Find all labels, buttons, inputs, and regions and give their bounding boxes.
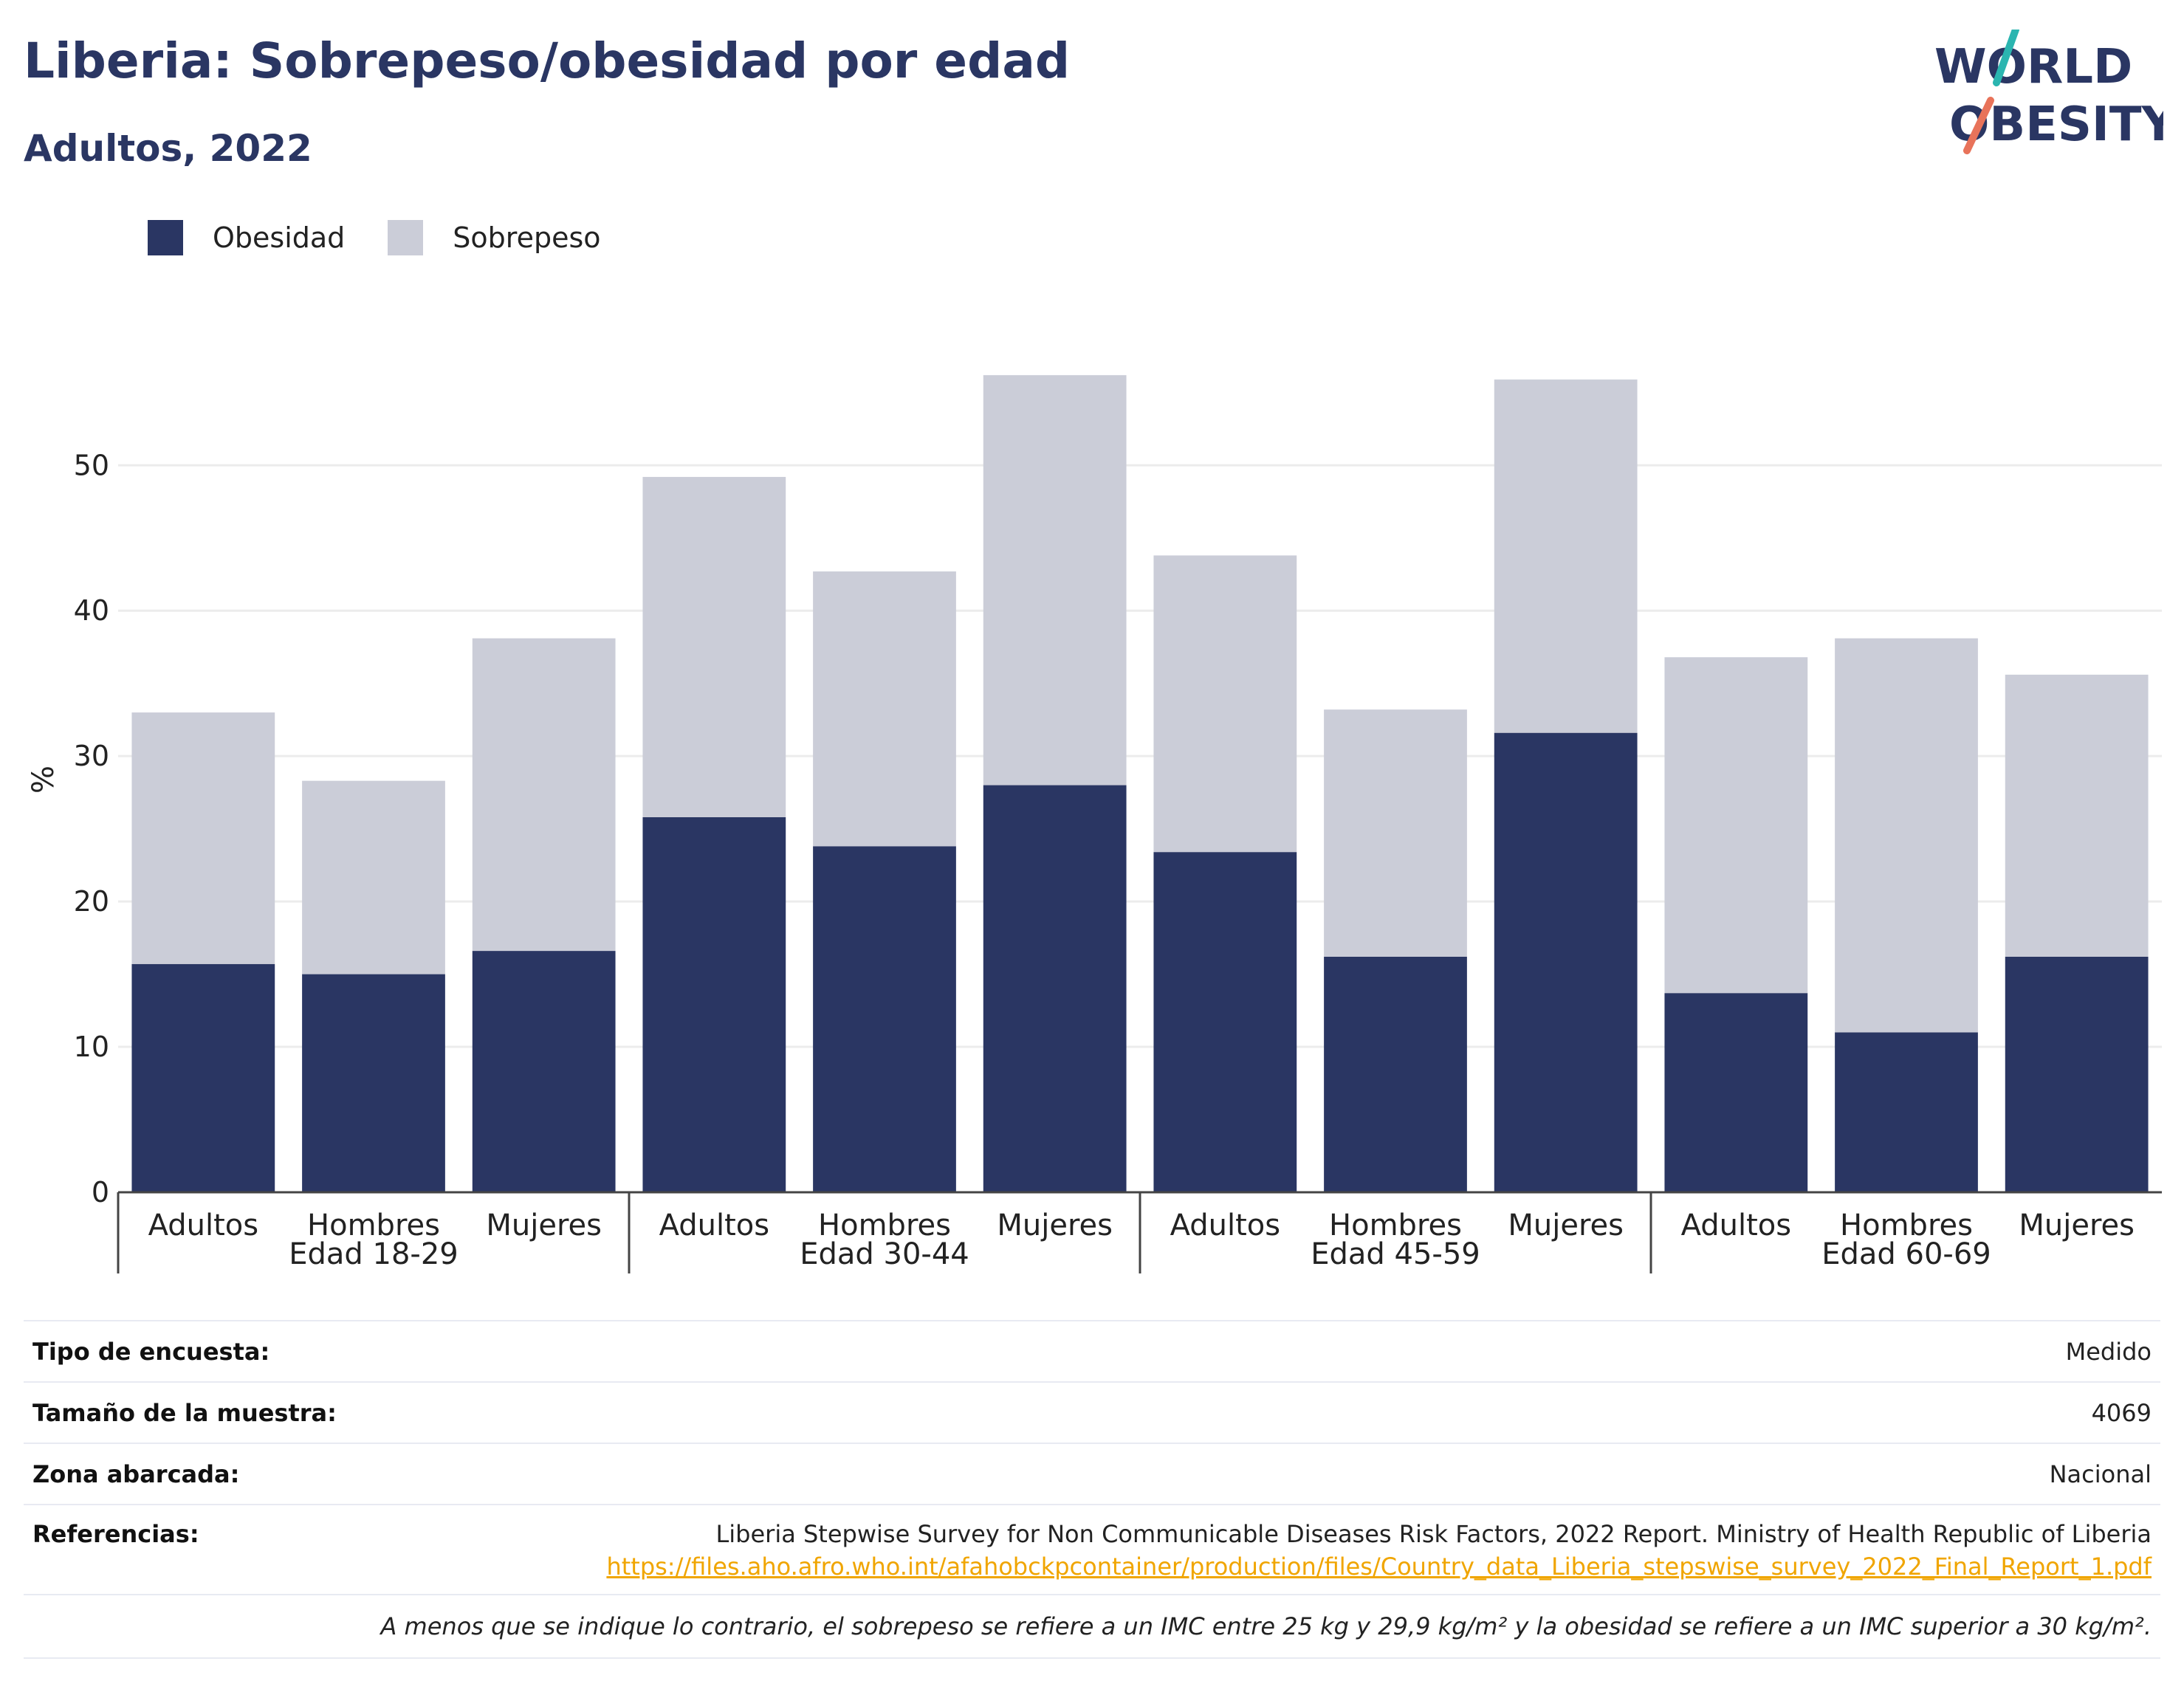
bar-obesidad — [813, 846, 956, 1192]
bar-sobrepeso — [1494, 379, 1638, 733]
y-axis-label: % — [27, 766, 61, 794]
survey-info-table: Tipo de encuesta: Medido Tamaño de la mu… — [24, 1320, 2160, 1659]
x-tick-label: Hombres — [818, 1208, 951, 1242]
legend-item-obesidad[interactable]: Obesidad — [148, 220, 345, 255]
legend-swatch-obesidad — [148, 220, 183, 255]
bar-sobrepeso — [983, 375, 1127, 785]
bar-sobrepeso — [1835, 638, 1978, 1033]
y-tick-label: 30 — [74, 740, 109, 772]
bar-sobrepeso — [472, 638, 616, 952]
bar-obesidad — [131, 963, 275, 1192]
y-tick-label: 50 — [74, 449, 109, 481]
bar-obesidad — [1153, 852, 1297, 1192]
group-label: Edad 45-59 — [1311, 1237, 1480, 1271]
bar-obesidad — [1494, 732, 1638, 1192]
table-key: Referencias: — [32, 1520, 199, 1548]
references-text: Liberia Stepwise Survey for Non Communic… — [715, 1520, 2152, 1548]
table-row-survey-type: Tipo de encuesta: Medido — [24, 1320, 2160, 1381]
chart-legend: Obesidad Sobrepeso — [148, 220, 644, 255]
bar-sobrepeso — [2005, 674, 2149, 957]
y-tick-label: 10 — [74, 1031, 109, 1063]
bar-sobrepeso — [1153, 555, 1297, 853]
table-row-references: Referencias: Liberia Stepwise Survey for… — [24, 1504, 2160, 1594]
x-tick-label: Mujeres — [997, 1208, 1113, 1242]
bar-sobrepeso — [813, 571, 956, 847]
table-value: Medido — [2065, 1337, 2152, 1366]
x-tick-label: Adultos — [1681, 1208, 1792, 1242]
logo-text-world: WORLD — [1934, 40, 2132, 94]
table-row-sample-size: Tamaño de la muestra: 4069 — [24, 1381, 2160, 1443]
bar-sobrepeso — [131, 712, 275, 964]
x-tick-label: Mujeres — [2019, 1208, 2135, 1242]
x-tick-label: Adultos — [1170, 1208, 1281, 1242]
logo-slash-teal — [1993, 30, 2019, 86]
x-tick-label: Adultos — [659, 1208, 770, 1242]
bar-sobrepeso — [642, 477, 786, 817]
y-tick-label: 0 — [92, 1176, 109, 1208]
page-title: Liberia: Sobrepeso/obesidad por edad — [24, 32, 1071, 89]
bar-obesidad — [1664, 993, 1808, 1192]
table-key: Zona abarcada: — [32, 1460, 240, 1488]
bar-obesidad — [302, 974, 445, 1192]
legend-swatch-sobrepeso — [388, 220, 424, 255]
group-label: Edad 60-69 — [1821, 1237, 1991, 1271]
table-key: Tamaño de la muestra: — [32, 1398, 337, 1427]
stacked-bar-chart: 0 10 20 30 40 50% Adultos Hombres Mujeres Adultos… — [27, 375, 2162, 1273]
world-obesity-logo: WORLD OBESITY — [1934, 30, 2163, 154]
bar-obesidad — [472, 951, 616, 1192]
table-row-area: Zona abarcada: Nacional — [24, 1443, 2160, 1504]
page-subtitle: Adultos, 2022 — [24, 127, 312, 170]
x-tick-label: Hombres — [307, 1208, 440, 1242]
bar-obesidad — [2005, 956, 2149, 1192]
x-tick-label: Hombres — [1840, 1208, 1973, 1242]
legend-item-sobrepeso[interactable]: Sobrepeso — [388, 220, 601, 255]
group-label: Edad 18-29 — [289, 1237, 459, 1271]
group-label: Edad 30-44 — [800, 1237, 969, 1271]
table-value: Nacional — [2049, 1460, 2152, 1488]
x-tick-label: Hombres — [1329, 1208, 1462, 1242]
table-value: 4069 — [2091, 1398, 2152, 1427]
bar-obesidad — [983, 785, 1127, 1192]
bar-obesidad — [1324, 956, 1467, 1192]
y-tick-label: 20 — [74, 885, 109, 918]
y-tick-label: 40 — [74, 594, 109, 627]
table-key: Tipo de encuesta: — [32, 1337, 270, 1366]
bar-obesidad — [642, 816, 786, 1192]
references-value: Liberia Stepwise Survey for Non Communic… — [606, 1520, 2152, 1594]
legend-label-sobrepeso: Sobrepeso — [453, 221, 601, 254]
x-tick-label: Mujeres — [486, 1208, 602, 1242]
bar-sobrepeso — [302, 780, 445, 974]
bar-sobrepeso — [1664, 657, 1808, 994]
x-tick-label: Mujeres — [1508, 1208, 1624, 1242]
logo-slash-coral — [1963, 97, 1994, 154]
bar-sobrepeso — [1324, 709, 1467, 957]
references-link[interactable]: https://files.aho.afro.who.int/afahobckp… — [606, 1553, 2152, 1581]
bar-obesidad — [1835, 1032, 1978, 1192]
legend-label-obesidad: Obesidad — [213, 221, 346, 254]
footnote: A menos que se indique lo contrario, el … — [24, 1594, 2160, 1659]
x-tick-label: Adultos — [148, 1208, 259, 1242]
